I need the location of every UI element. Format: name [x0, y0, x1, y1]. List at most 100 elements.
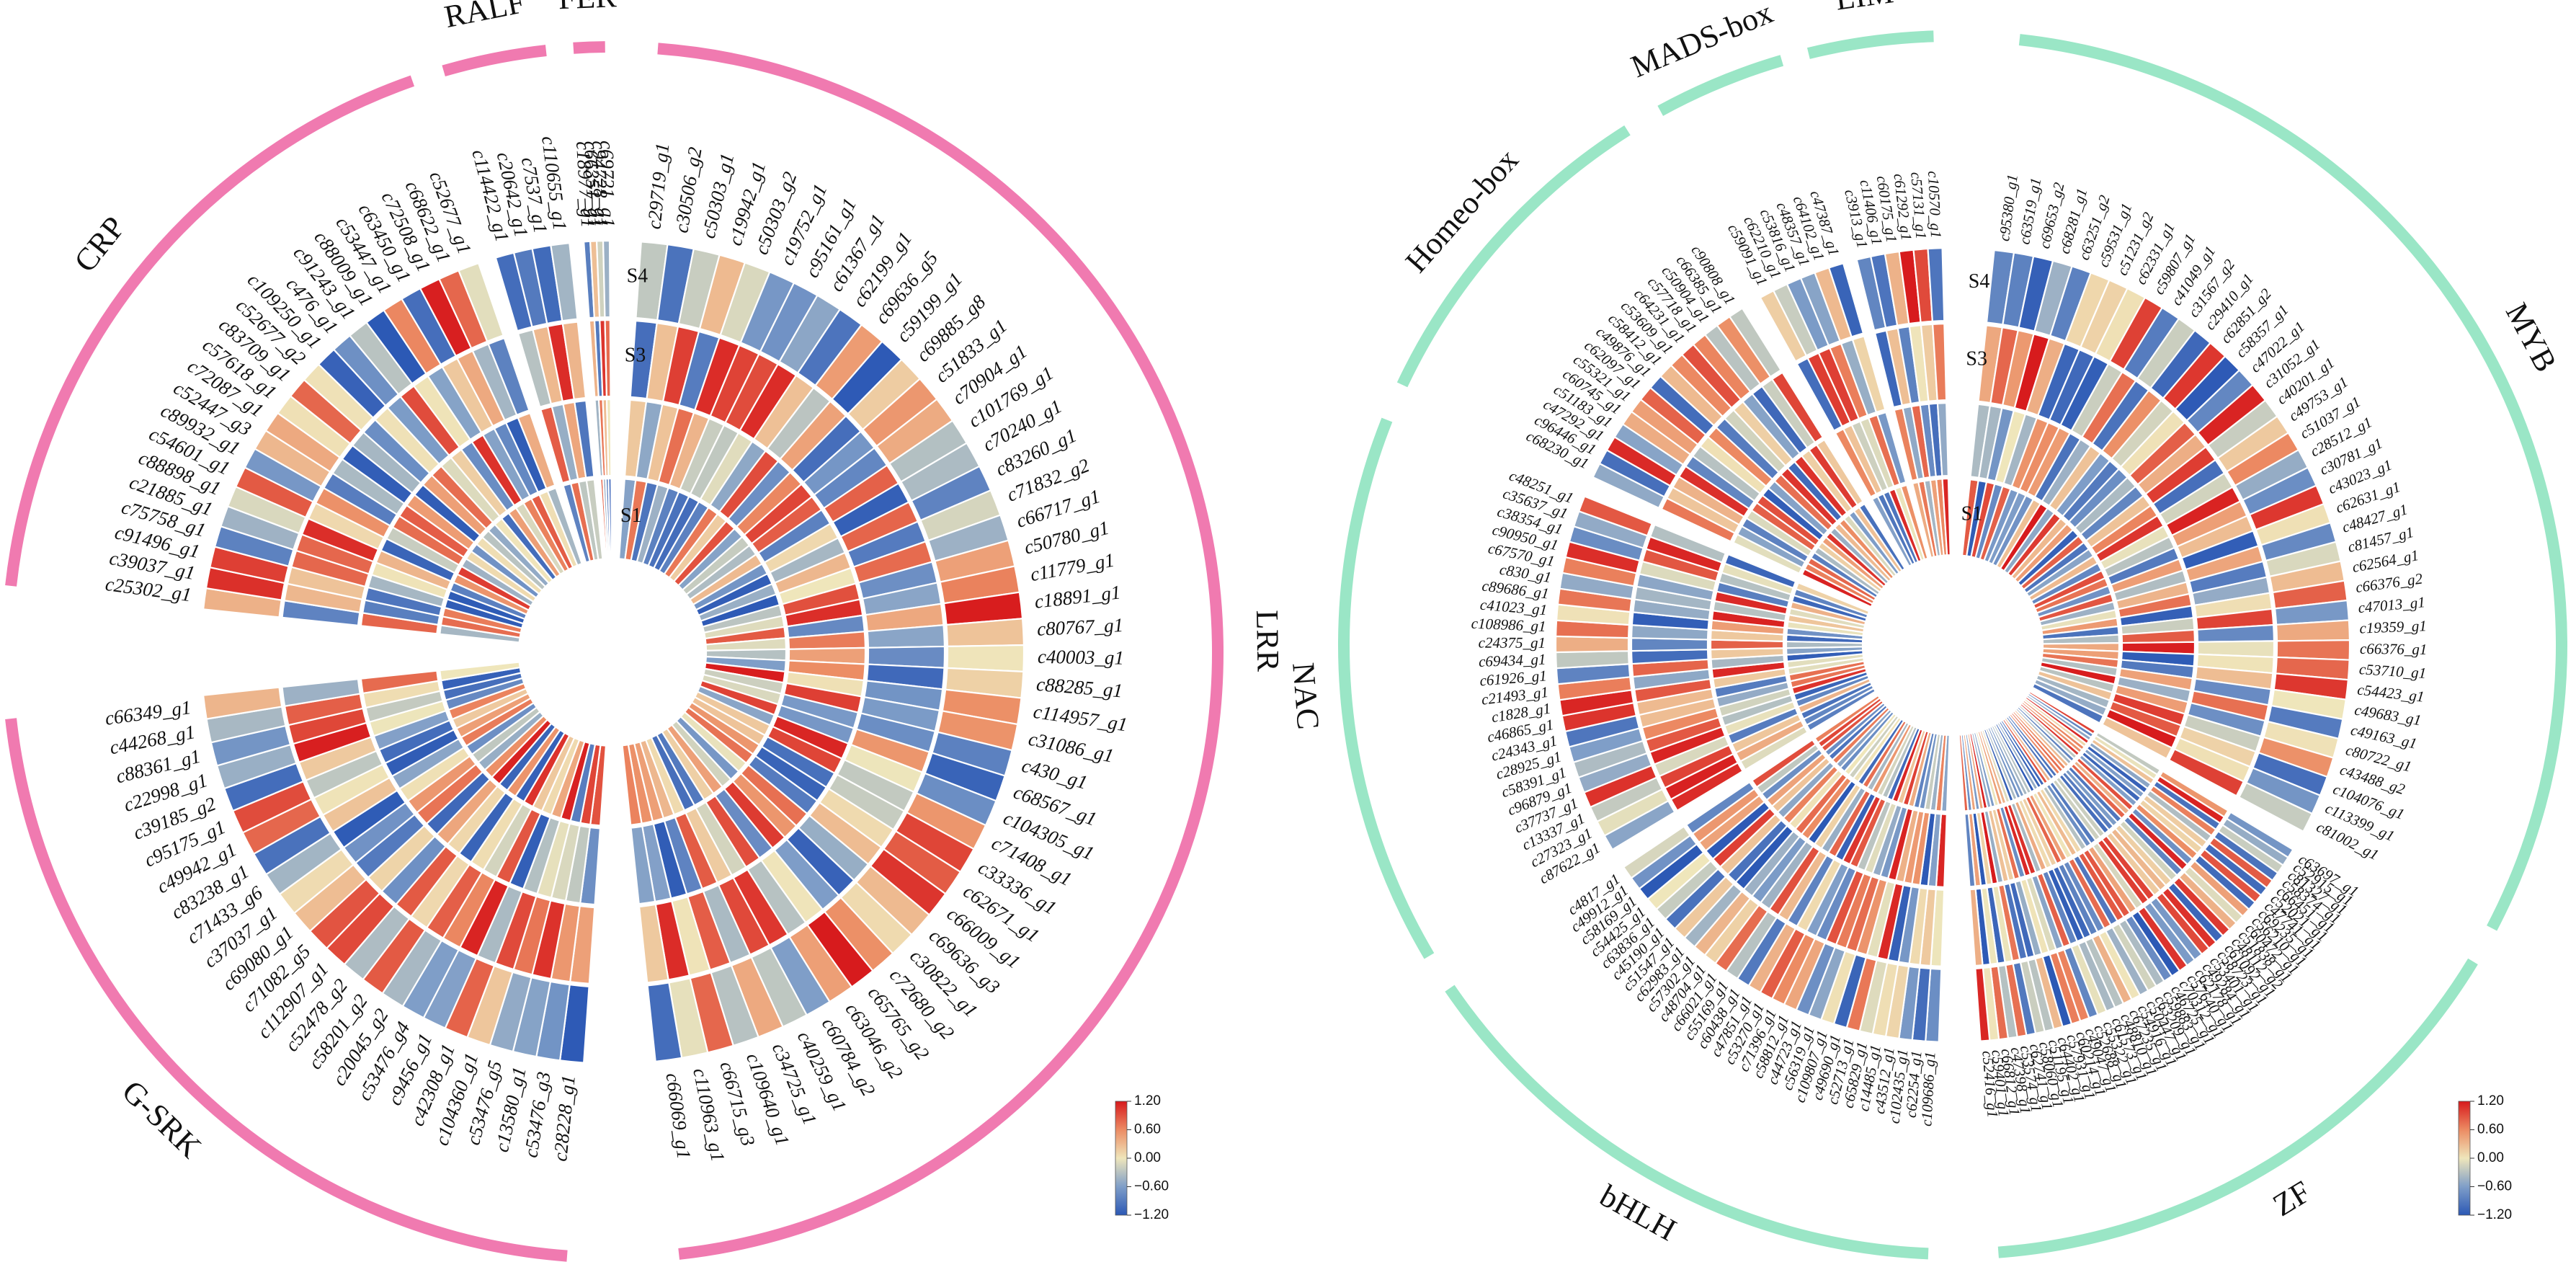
heatmap-cell [1827, 262, 1865, 338]
heatmap-cell [1728, 307, 1783, 378]
heatmap-cell [630, 825, 656, 905]
heatmap-cell [1974, 967, 1991, 1042]
gene-label: c40003_g1 [1038, 646, 1124, 669]
gene-label: c88285_g1 [1035, 673, 1123, 701]
color-scale-legend: 1.20 0.60 0.00 −0.60 −1.20 [1115, 1093, 1169, 1222]
group-name: LIM [1833, 0, 1896, 17]
heatmap-cell [1795, 582, 1871, 616]
heatmap-cell [561, 321, 587, 401]
heatmap-cell [1649, 523, 1727, 564]
group-name: FER [558, 0, 618, 16]
heatmap-cell [546, 486, 584, 566]
heatmap-cell [1964, 812, 1976, 888]
color-scale-tick-label: 0.00 [1134, 1150, 1161, 1165]
group-name: LRR [1249, 610, 1285, 672]
gene-label: c54423_g1 [2356, 680, 2425, 705]
group-name: Homeo-box [1399, 142, 1525, 279]
color-scale-tick-label: 1.20 [1134, 1093, 1161, 1108]
gene-label: c10570_g1 [1925, 171, 1945, 239]
heatmap-cell [1685, 781, 1756, 835]
group-band [573, 41, 605, 54]
color-scale-tick-label: −1.20 [2477, 1207, 2512, 1222]
gene-label: c19359_g1 [2359, 617, 2427, 636]
group-band [2018, 34, 2567, 931]
heatmap-cell [1899, 484, 1929, 561]
gene-label: c109686_g1 [1917, 1052, 1938, 1127]
heatmap-cell [2167, 747, 2245, 797]
color-scale-tick-label: 0.60 [2477, 1122, 2504, 1137]
gene-label: c94728_g1 [588, 141, 612, 228]
ring-label-s1: S1 [620, 505, 642, 527]
ring-label-s1: S1 [1961, 503, 1983, 525]
gene-label: c66351_g1 [580, 141, 606, 228]
heatmap-cell [1750, 738, 1817, 788]
group-band [1445, 985, 1929, 1260]
group-band [657, 43, 1224, 1260]
heatmap-cell [487, 337, 530, 417]
heatmap-cell [1622, 825, 1692, 879]
color-scale-tick-label: 1.20 [2477, 1093, 2504, 1108]
heatmap-cell [1724, 553, 1797, 590]
gene-label: c47013_g1 [2358, 593, 2426, 616]
gene-label: c18891_g1 [1033, 581, 1122, 612]
heatmap-cell [1927, 247, 1946, 323]
heatmap-cell [2031, 682, 2105, 724]
group-lim: c3913_g1c11406_g1c60175_g1c61292_g1c5713… [1806, 0, 1951, 559]
group-band [1657, 55, 1784, 116]
heatmap-cell [1958, 734, 1969, 812]
heatmap-cell [2101, 716, 2173, 760]
group-name: ZF [2267, 1174, 2317, 1224]
gene-label: c53710_g1 [2358, 660, 2427, 682]
group-bhlh: c109686_g1c62254_g1c102435_g1c43512_g1c1… [1445, 694, 1951, 1260]
color-scale-tick-label: −0.60 [2477, 1179, 2512, 1194]
heatmap-cell [517, 412, 556, 490]
circular-heatmap-right: c95380_g1c63519_g1c69653_g2c68281_g1c632… [1285, 0, 2567, 1260]
group-nac: c87622_g1c27323_g1c13337_g1c37737_g1c968… [1285, 417, 1877, 959]
group-name: MYB [2499, 297, 2564, 378]
group-lrr: c29719_g1c30506_g2c50303_g1c19942_g1c503… [618, 43, 1286, 1260]
gene-label: c69434_g1 [1479, 650, 1546, 670]
heatmap-cell [638, 903, 669, 984]
heatmap-cell [1858, 502, 1907, 572]
group-name: RALF [442, 0, 528, 35]
group-name: CRP [67, 210, 132, 279]
heatmap-cell [1936, 401, 1949, 477]
ring-label-s3: S3 [625, 345, 646, 367]
group-name: NAC [1285, 661, 1326, 730]
ring-label-s3: S3 [1966, 348, 1987, 370]
heatmap-cell [1554, 635, 1630, 654]
gene-label: c18977_g1 [572, 141, 599, 228]
group-ralf: c114422_g1c20642_g1c7537_g1c110655_g1RAL… [442, 0, 604, 564]
gene-label: c66376_g1 [2360, 640, 2428, 658]
heatmap-cell [1941, 477, 1951, 556]
heatmap-cell [550, 241, 579, 322]
heatmap-cell [946, 644, 1025, 673]
color-scale-tick-label: −0.60 [1134, 1179, 1169, 1194]
color-scale-tick-label: 0.00 [2477, 1150, 2504, 1165]
gene-label: c29719_g1 [643, 142, 673, 230]
heatmap-cell [574, 399, 595, 479]
circular-heatmap-left: c29719_g1c30506_g2c50303_g1c19942_g1c503… [5, 0, 1286, 1262]
heatmap-cell [605, 398, 612, 477]
heatmap-cell [1815, 438, 1864, 507]
heatmap-cell [621, 743, 643, 826]
heatmap-cell [439, 661, 521, 682]
color-scale-legend: 1.20 0.60 0.00 −0.60 −1.20 [2458, 1093, 2512, 1222]
heatmap-cell [2237, 781, 2314, 833]
heatmap-cell [1577, 495, 1654, 537]
heatmap-cell [1931, 323, 1948, 401]
group-band [1338, 417, 1435, 959]
heatmap-cell [458, 262, 505, 343]
group-g-srk: c28228_g1c53476_g3c13580_g1c53476_g5c104… [5, 661, 607, 1262]
ring-label-s4: S4 [1969, 270, 1990, 293]
color-scale-bar [2458, 1101, 2471, 1216]
heatmap-cell [607, 477, 613, 560]
ring-label-s4: S4 [627, 265, 649, 288]
heatmap-cell [602, 239, 611, 319]
heatmap-cell [1770, 371, 1824, 444]
heatmap-cell [646, 982, 683, 1063]
gene-label: c69721_g1 [596, 141, 619, 227]
group-myb: c95380_g1c63519_g1c69653_g2c68281_g1c632… [1961, 34, 2567, 931]
heatmap-cell [585, 479, 604, 561]
